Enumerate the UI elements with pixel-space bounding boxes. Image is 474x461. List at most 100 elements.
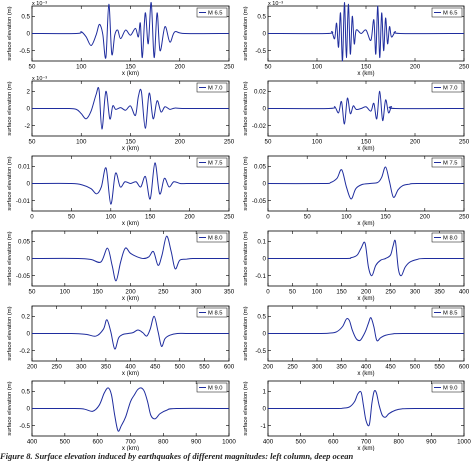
series-line — [267, 90, 465, 125]
chart-panel-r2: -0.02 0 0.02 50 100 150 200 250 x (km) surface el… — [243, 80, 470, 152]
x-tick-label: 0 — [266, 289, 270, 296]
x-tick-label: 150 — [361, 139, 372, 146]
y-tick-label: 0 — [263, 181, 267, 188]
x-tick-label: 50 — [289, 289, 296, 296]
x-tick-label: 150 — [145, 214, 156, 221]
x-tick-label: 600 — [328, 439, 339, 446]
x-tick-label: 50 — [29, 289, 36, 296]
y-axis-label: surface elevation (m) — [243, 156, 249, 210]
x-tick-label: 350 — [101, 364, 112, 371]
x-tick-label: 800 — [158, 439, 169, 446]
series-line — [31, 235, 229, 282]
x-tick-label: 150 — [125, 64, 136, 71]
x-tick-label: 1000 — [457, 439, 471, 446]
legend-box — [196, 82, 228, 93]
x-tick-label: 200 — [184, 214, 195, 221]
legend-box — [431, 82, 463, 93]
chart-panel-l4: -0.05 0 0.05 50 100 150 200 250 300 350 x (km) surf… — [7, 230, 235, 302]
x-tick-label: 250 — [287, 364, 298, 371]
x-tick-label: 400 — [459, 289, 470, 296]
y-axis-label: surface elevation (m) — [7, 381, 13, 435]
y-tick-label: 0.05 — [254, 164, 267, 171]
legend: M 7.5 — [431, 157, 463, 168]
legend-label: M 8.0 — [443, 236, 458, 242]
legend-label: M 9.0 — [443, 386, 458, 392]
x-tick-label: 900 — [191, 439, 202, 446]
y-tick-label: 1 — [263, 389, 267, 396]
x-tick-label: 700 — [361, 439, 372, 446]
legend-label: M 8.5 — [443, 311, 458, 317]
legend-box — [431, 157, 463, 168]
series-line — [267, 317, 465, 342]
legend-label: M 7.0 — [443, 86, 458, 92]
legend: M 7.0 — [196, 82, 228, 93]
x-tick-label: 500 — [296, 439, 307, 446]
x-axis-label: x (km) — [122, 370, 139, 377]
x-tick-label: 250 — [459, 64, 470, 71]
legend-box — [196, 232, 228, 243]
legend: M 8.0 — [431, 232, 463, 243]
x-axis-label: x (km) — [357, 445, 374, 451]
chart-panel-r3: -0.05 0 0.05 0 50 100 150 200 250 x (km) surface e… — [243, 155, 470, 227]
y-tick-label: -0.5 — [255, 48, 266, 55]
chart-panel-r6: -1 0 1 400 500 600 700 800 900 1000 x (km) surface … — [243, 380, 471, 451]
y-axis-label: surface elevation (m) — [7, 231, 13, 285]
x-tick-label: 900 — [426, 439, 437, 446]
legend-box — [431, 307, 463, 318]
x-tick-label: 450 — [150, 364, 161, 371]
y-tick-label: -0.02 — [252, 123, 267, 130]
x-axis-label: x (km) — [357, 145, 374, 152]
x-tick-label: 400 — [263, 439, 274, 446]
x-tick-label: 300 — [191, 289, 202, 296]
x-axis-label: x (km) — [122, 220, 139, 227]
chart-panel-l6: -0.5 0 0.5 400 500 600 700 800 900 1000 x (km) surf… — [7, 380, 236, 451]
x-tick-label: 50 — [304, 214, 311, 221]
x-tick-label: 100 — [312, 64, 323, 71]
y-tick-label: 0 — [27, 106, 31, 113]
legend-box — [431, 232, 463, 243]
x-tick-label: 50 — [29, 64, 36, 71]
x-axis-label: x (km) — [357, 70, 374, 77]
x-tick-label: 250 — [385, 289, 396, 296]
legend-label: M 8.0 — [208, 236, 223, 242]
y-tick-label: 0.5 — [21, 389, 30, 396]
y-tick-label: -0.01 — [16, 198, 31, 205]
x-tick-label: 200 — [361, 289, 372, 296]
x-tick-label: 350 — [336, 364, 347, 371]
series-line — [267, 239, 465, 277]
x-tick-label: 1000 — [222, 439, 236, 446]
x-tick-label: 200 — [410, 139, 421, 146]
y-tick-label: 0.5 — [257, 14, 266, 21]
y-tick-label: 0 — [27, 31, 31, 38]
chart-panel-l3: -0.01 0 0.01 0 50 100 150 200 250 x (km) surface e… — [7, 155, 235, 227]
series-line — [267, 389, 465, 427]
chart-panel-r4: -0.1 0 0.1 0 50 100 150 200 250 300 350 400 x (km) su… — [243, 230, 470, 302]
legend-label: M 7.5 — [208, 161, 223, 167]
x-tick-label: 200 — [175, 64, 186, 71]
y-axis-label: surface elevation (m) — [7, 156, 13, 210]
x-tick-label: 700 — [125, 439, 136, 446]
x-tick-label: 100 — [312, 289, 323, 296]
x-axis-label: x (km) — [122, 445, 139, 451]
x-axis-label: x (km) — [122, 70, 139, 77]
x-axis-label: x (km) — [357, 220, 374, 227]
y-tick-label: -0.5 — [19, 423, 30, 430]
legend-box — [196, 382, 228, 393]
series-line — [31, 2, 230, 59]
x-tick-label: 800 — [394, 439, 405, 446]
x-tick-label: 50 — [29, 139, 36, 146]
legend-box — [431, 7, 463, 18]
x-tick-label: 150 — [125, 139, 136, 146]
x-tick-label: 200 — [175, 139, 186, 146]
y-tick-label: 0.5 — [257, 314, 266, 321]
legend-box — [431, 382, 463, 393]
legend: M 7.5 — [196, 157, 228, 168]
x-tick-label: 250 — [224, 139, 235, 146]
chart-panel-l5: -0.2 0 0.2 200 250 300 350 400 450 500 550 600 x (km… — [7, 305, 235, 377]
legend-box — [196, 307, 228, 318]
y-tick-label: 0 — [27, 331, 31, 338]
x-tick-label: 100 — [76, 139, 87, 146]
x-tick-label: 500 — [410, 364, 421, 371]
x-tick-label: 50 — [68, 214, 75, 221]
y-tick-label: 0.2 — [21, 314, 30, 321]
